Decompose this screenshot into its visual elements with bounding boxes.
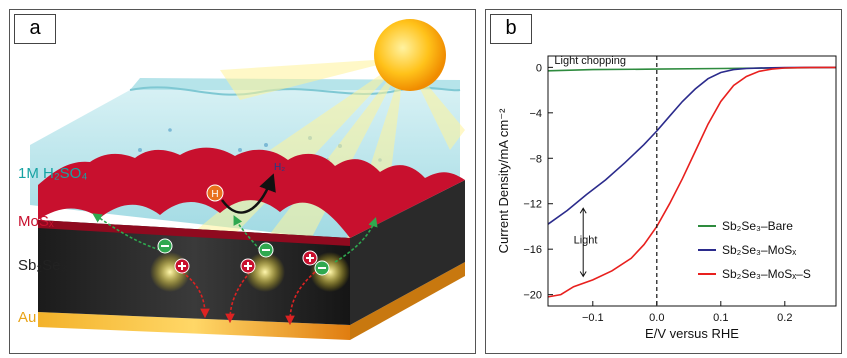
panel-a-tag: a	[14, 14, 56, 44]
electron-icon	[157, 238, 330, 276]
x-tick-label: −0.1	[582, 312, 604, 324]
series-line-2	[547, 66, 836, 298]
axes: 0 −4 −8 −12 −16 −20 −0.1 0.0 0.1 0.2	[523, 55, 837, 324]
panel-b-tag: b	[490, 14, 532, 44]
h-atom-icon: H	[206, 184, 224, 202]
x-axis-label: E/V versus RHE	[645, 326, 739, 341]
series-line-1	[547, 66, 836, 225]
legend-label-1: Sb₂Se₃–MoSₓ	[722, 243, 796, 257]
legend-label-0: Sb₂Se₃–Bare	[722, 219, 793, 233]
annotations: Light chopping Light	[554, 55, 626, 278]
series-layer	[547, 66, 837, 298]
au-label: Au	[18, 309, 36, 326]
hole-icon	[174, 250, 318, 274]
au-contact-layer	[38, 262, 465, 340]
h-atom-label: H	[211, 189, 218, 200]
y-tick-label: −16	[523, 244, 542, 256]
x-tick-label: 0.0	[649, 312, 664, 324]
plot-frame	[547, 55, 837, 307]
x-tick-label: 0.2	[777, 312, 792, 324]
y-axis-label: Current Density/mA cm⁻²	[496, 108, 511, 254]
mosx-catalyst-layer	[38, 147, 465, 246]
device-schematic: H H₂ 1M H₂SO₄ MoSₓ Sb₂Se₃ Au	[18, 19, 465, 340]
legend-label-2: Sb₂Se₃–MoSₓ–S	[722, 267, 811, 281]
carrier-paths	[92, 213, 378, 326]
sun-icon	[374, 19, 446, 91]
h2-evolution-arrow	[220, 173, 276, 214]
y-tick-label: −20	[523, 290, 542, 302]
y-tick-label: −8	[529, 153, 542, 165]
light-chopping-label: Light chopping	[554, 55, 626, 67]
y-tick-label: 0	[536, 62, 542, 74]
panel-a-schematic: a	[9, 9, 476, 354]
sb2se3-label: Sb₂Se₃	[18, 257, 67, 274]
y-tick-label: −4	[529, 108, 542, 120]
x-tick-label: 0.1	[713, 312, 728, 324]
jv-chart: 0 −4 −8 −12 −16 −20 −0.1 0.0 0.1 0.2 Light choppi…	[496, 55, 837, 341]
y-tick-label: −12	[523, 199, 542, 211]
panel-b-chart: b 0 −4 −8 −12 −16 −20 −0.1 0.0 0.1 0.2 Light chop…	[485, 9, 842, 354]
mosx-label: MoSₓ	[18, 213, 54, 230]
absorption-sites	[150, 252, 350, 292]
electrolyte-label: 1M H₂SO₄	[18, 165, 87, 182]
h2-label: H₂	[274, 162, 285, 173]
light-label: Light	[574, 235, 598, 247]
light-arrow	[579, 207, 587, 278]
legend: Sb₂Se₃–Bare Sb₂Se₃–MoSₓ Sb₂Se₃–MoSₓ–S	[698, 219, 811, 281]
